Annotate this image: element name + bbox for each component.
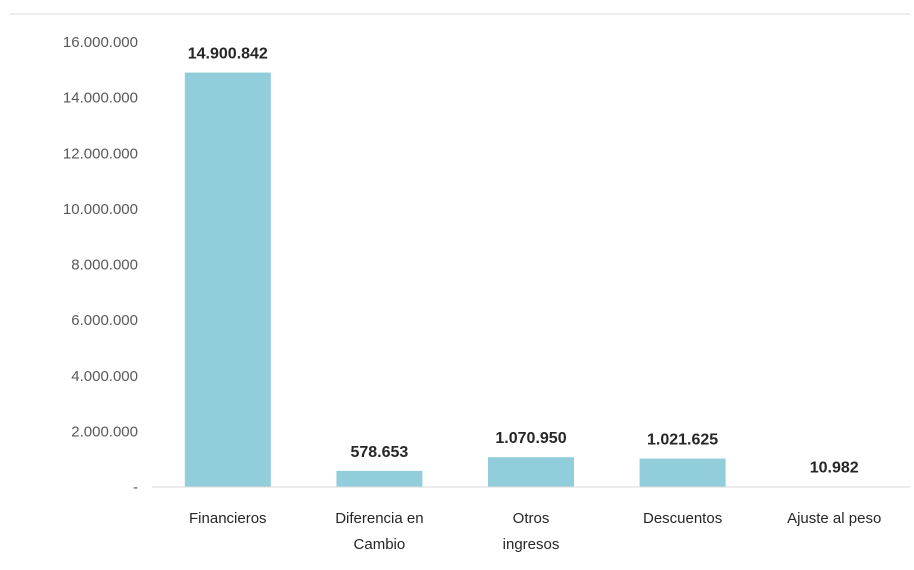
y-axis-ticks: - 2.000.000 4.000.000 6.000.000 8.000.000 10.…	[63, 34, 138, 496]
data-labels-group: 14.900.842 578.653 1.070.950 1.021.625 10.98…	[188, 46, 859, 477]
data-label: 1.070.950	[495, 430, 566, 447]
y-tick-label: 12.000.000	[63, 145, 138, 162]
category-label: Otros	[513, 510, 550, 527]
data-label: 14.900.842	[188, 46, 268, 63]
y-tick-label: 6.000.000	[71, 312, 138, 329]
bar	[336, 471, 422, 487]
category-label: Financieros	[189, 510, 267, 527]
data-label: 1.021.625	[647, 432, 718, 449]
y-tick-label: 14.000.000	[63, 90, 138, 107]
bar	[185, 73, 271, 487]
category-label: Diferencia en	[335, 510, 423, 527]
y-tick-label: 4.000.000	[71, 368, 138, 385]
category-label: Descuentos	[643, 510, 722, 527]
y-tick-label: 10.000.000	[63, 201, 138, 218]
data-label: 10.982	[810, 460, 859, 477]
y-tick-label: 2.000.000	[71, 423, 138, 440]
y-tick-label: 16.000.000	[63, 34, 138, 51]
category-label: Cambio	[354, 536, 406, 553]
bar	[488, 457, 574, 487]
category-label: ingresos	[503, 536, 560, 553]
bars-group	[185, 73, 877, 487]
category-label: Ajuste al peso	[787, 510, 881, 527]
y-tick-label: 8.000.000	[71, 257, 138, 274]
category-labels-group: Financieros Diferencia en Cambio Otros ingre…	[189, 510, 881, 553]
bar	[640, 459, 726, 487]
y-tick-label: -	[133, 479, 138, 496]
data-label: 578.653	[350, 444, 408, 461]
